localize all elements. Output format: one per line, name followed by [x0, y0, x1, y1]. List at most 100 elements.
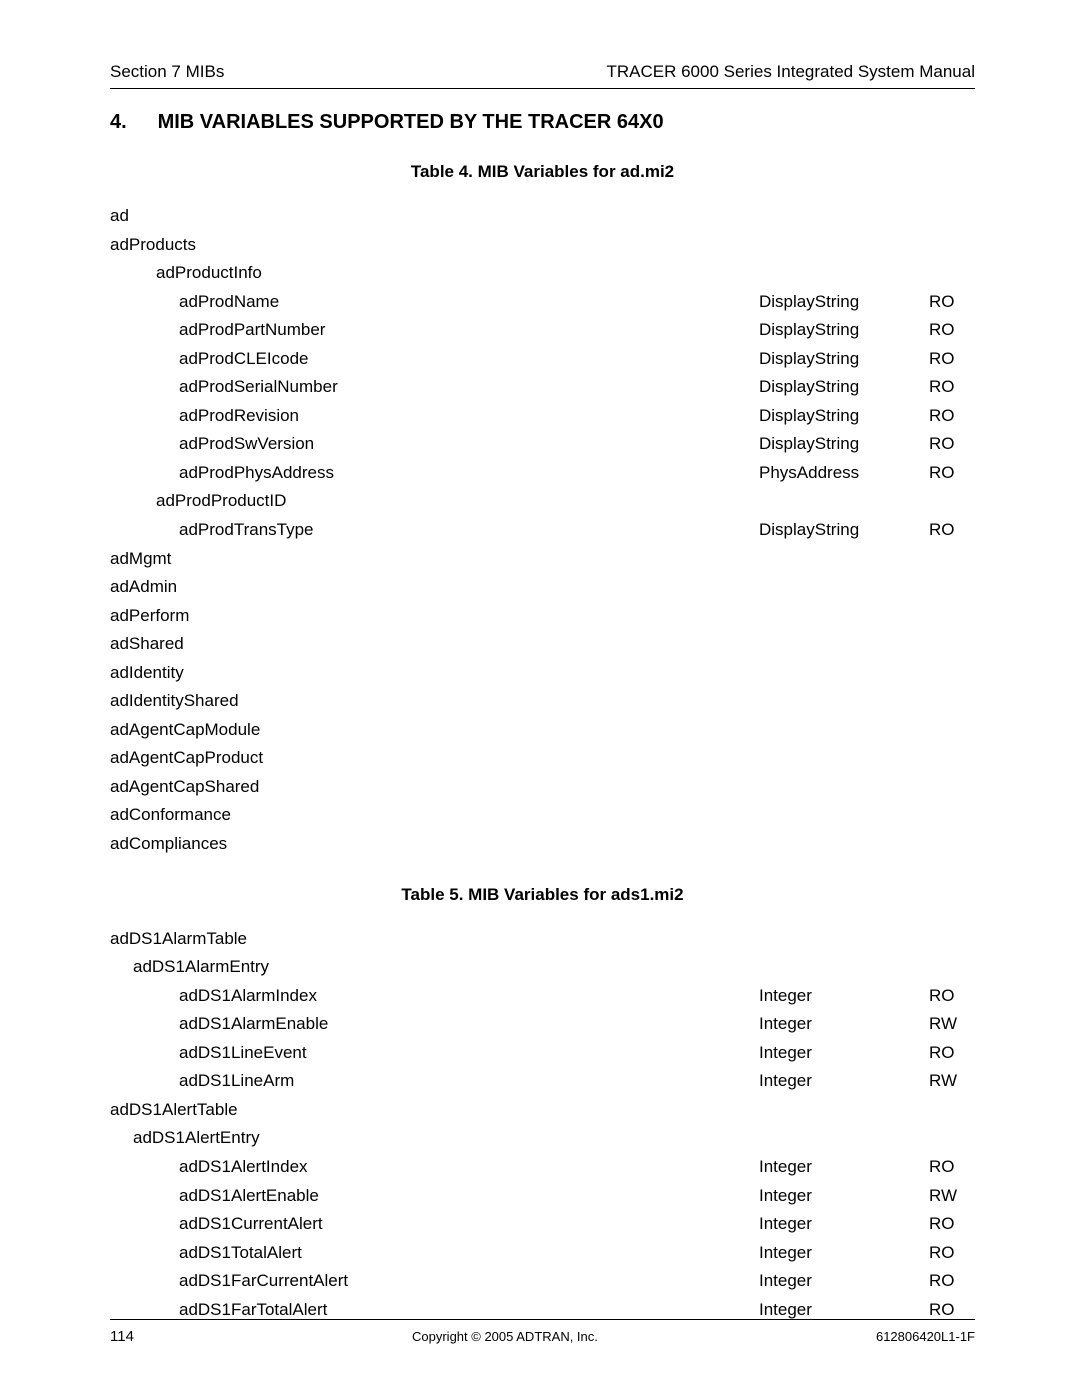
- mib-type: [759, 716, 929, 745]
- mib-name: adProductInfo: [110, 259, 759, 288]
- footer-page-number: 114: [110, 1328, 134, 1345]
- mib-access: [929, 1096, 975, 1125]
- mib-type: DisplayString: [759, 516, 929, 545]
- table4-body: adadProductsadProductInfoadProdNameDispl…: [110, 202, 975, 859]
- mib-access: [929, 953, 975, 982]
- table-row: adDS1AlertIndexIntegerRO: [110, 1153, 975, 1182]
- mib-type: Integer: [759, 982, 929, 1011]
- table-row: adDS1LineArmIntegerRW: [110, 1067, 975, 1096]
- mib-name: adProdName: [110, 288, 759, 317]
- mib-access: [929, 231, 975, 260]
- mib-access: [929, 659, 975, 688]
- table5-body: adDS1AlarmTableadDS1AlarmEntryadDS1Alarm…: [110, 925, 975, 1325]
- mib-type: DisplayString: [759, 316, 929, 345]
- mib-type: DisplayString: [759, 345, 929, 374]
- mib-access: [929, 716, 975, 745]
- mib-type: [759, 687, 929, 716]
- mib-name: adPerform: [110, 602, 759, 631]
- table5-caption: Table 5. MIB Variables for ads1.mi2: [110, 885, 975, 905]
- mib-access: RO: [929, 982, 975, 1011]
- table-row: adDS1AlertEntry: [110, 1124, 975, 1153]
- mib-type: [759, 202, 929, 231]
- mib-access: RW: [929, 1182, 975, 1211]
- mib-access: RO: [929, 316, 975, 345]
- mib-access: [929, 487, 975, 516]
- table-row: adCompliances: [110, 830, 975, 859]
- mib-access: RO: [929, 1210, 975, 1239]
- mib-name: ad: [110, 202, 759, 231]
- mib-type: [759, 925, 929, 954]
- mib-access: RO: [929, 288, 975, 317]
- table-row: adProdSerialNumberDisplayStringRO: [110, 373, 975, 402]
- table-row: adShared: [110, 630, 975, 659]
- mib-type: [759, 773, 929, 802]
- table-row: adDS1LineEventIntegerRO: [110, 1039, 975, 1068]
- section-number: 4.: [110, 111, 152, 134]
- mib-access: [929, 202, 975, 231]
- mib-type: PhysAddress: [759, 459, 929, 488]
- table-row: adProdPhysAddressPhysAddressRO: [110, 459, 975, 488]
- table-row: adDS1CurrentAlertIntegerRO: [110, 1210, 975, 1239]
- table-row: adDS1AlarmTable: [110, 925, 975, 954]
- mib-access: [929, 545, 975, 574]
- mib-type: DisplayString: [759, 373, 929, 402]
- mib-name: adIdentityShared: [110, 687, 759, 716]
- mib-name: adConformance: [110, 801, 759, 830]
- table-row: adDS1AlertEnableIntegerRW: [110, 1182, 975, 1211]
- mib-type: Integer: [759, 1239, 929, 1268]
- mib-name: adAdmin: [110, 573, 759, 602]
- mib-name: adIdentity: [110, 659, 759, 688]
- table-row: adDS1AlarmEntry: [110, 953, 975, 982]
- table-row: adIdentityShared: [110, 687, 975, 716]
- table-row: adProdProductID: [110, 487, 975, 516]
- mib-name: adDS1FarCurrentAlert: [110, 1267, 759, 1296]
- mib-access: RW: [929, 1010, 975, 1039]
- section-heading: 4. MIB VARIABLES SUPPORTED BY THE TRACER…: [110, 111, 975, 134]
- footer-copyright: Copyright © 2005 ADTRAN, Inc.: [412, 1329, 598, 1344]
- mib-type: DisplayString: [759, 288, 929, 317]
- mib-name: adProdProductID: [110, 487, 759, 516]
- mib-type: [759, 953, 929, 982]
- mib-name: adProdRevision: [110, 402, 759, 431]
- mib-name: adDS1AlarmIndex: [110, 982, 759, 1011]
- mib-type: [759, 659, 929, 688]
- mib-access: [929, 573, 975, 602]
- table-row: adProdRevisionDisplayStringRO: [110, 402, 975, 431]
- mib-access: [929, 925, 975, 954]
- mib-type: Integer: [759, 1182, 929, 1211]
- page-footer: 114 Copyright © 2005 ADTRAN, Inc. 612806…: [110, 1319, 975, 1345]
- mib-access: [929, 630, 975, 659]
- mib-type: Integer: [759, 1067, 929, 1096]
- mib-access: RO: [929, 459, 975, 488]
- table-row: adProdNameDisplayStringRO: [110, 288, 975, 317]
- mib-access: RO: [929, 1039, 975, 1068]
- mib-type: DisplayString: [759, 430, 929, 459]
- mib-access: RO: [929, 373, 975, 402]
- table-row: adProductInfo: [110, 259, 975, 288]
- mib-access: RO: [929, 1267, 975, 1296]
- mib-name: adDS1TotalAlert: [110, 1239, 759, 1268]
- mib-name: adAgentCapProduct: [110, 744, 759, 773]
- table-row: adProdTransTypeDisplayStringRO: [110, 516, 975, 545]
- mib-name: adProdPhysAddress: [110, 459, 759, 488]
- table-row: adProdSwVersionDisplayStringRO: [110, 430, 975, 459]
- mib-name: adProducts: [110, 231, 759, 260]
- mib-name: adDS1AlertIndex: [110, 1153, 759, 1182]
- mib-access: RO: [929, 1239, 975, 1268]
- mib-access: [929, 830, 975, 859]
- mib-name: adDS1AlarmTable: [110, 925, 759, 954]
- mib-type: Integer: [759, 1210, 929, 1239]
- table-row: adDS1AlarmIndexIntegerRO: [110, 982, 975, 1011]
- mib-name: adDS1AlarmEnable: [110, 1010, 759, 1039]
- mib-name: adProdSerialNumber: [110, 373, 759, 402]
- mib-access: RO: [929, 1153, 975, 1182]
- table-row: adIdentity: [110, 659, 975, 688]
- table-row: adDS1TotalAlertIntegerRO: [110, 1239, 975, 1268]
- mib-name: adMgmt: [110, 545, 759, 574]
- mib-type: [759, 545, 929, 574]
- mib-name: adDS1AlarmEntry: [110, 953, 759, 982]
- mib-name: adProdSwVersion: [110, 430, 759, 459]
- mib-access: [929, 773, 975, 802]
- section-title-text: MIB VARIABLES SUPPORTED BY THE TRACER 64…: [158, 111, 664, 133]
- table-row: adMgmt: [110, 545, 975, 574]
